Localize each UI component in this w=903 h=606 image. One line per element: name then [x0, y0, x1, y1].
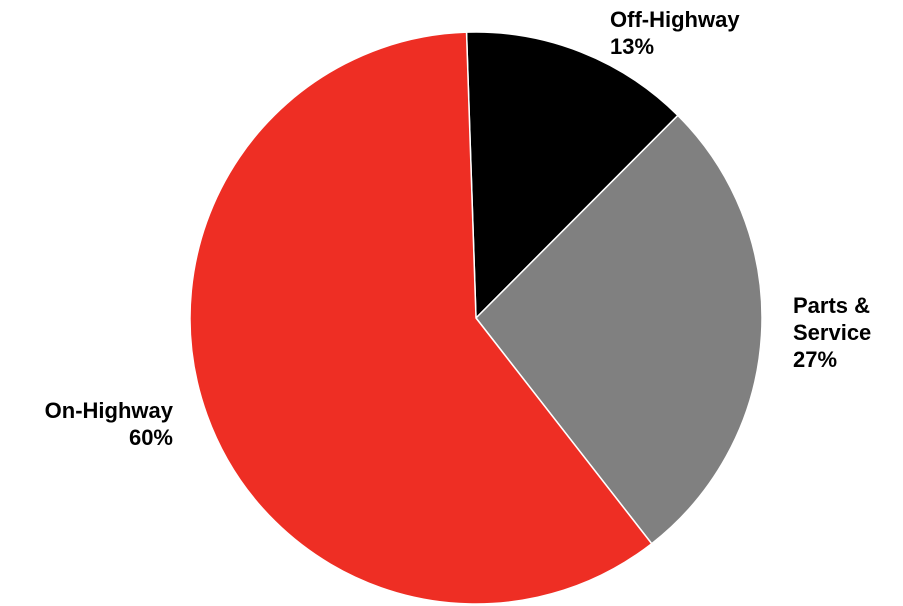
- slice-percent-parts-service: 27%: [793, 347, 838, 372]
- slice-name-off-highway: Off-Highway: [610, 7, 740, 32]
- slice-name-on-highway: On-Highway: [44, 398, 173, 423]
- pie-slice-on-highway: [189, 31, 653, 605]
- slice-label-off-highway: Off-Highway 13%: [610, 6, 740, 60]
- slice-name-parts-service: Parts & Service: [793, 293, 872, 345]
- slice-percent-off-highway: 13%: [610, 34, 655, 59]
- slice-label-on-highway: On-Highway 60%: [13, 397, 173, 451]
- slice-percent-on-highway: 60%: [128, 425, 173, 450]
- pie-slice-parts-service: [475, 114, 763, 545]
- slice-label-parts-service: Parts & Service 27%: [793, 292, 893, 373]
- pie-slice-off-highway: [465, 31, 679, 320]
